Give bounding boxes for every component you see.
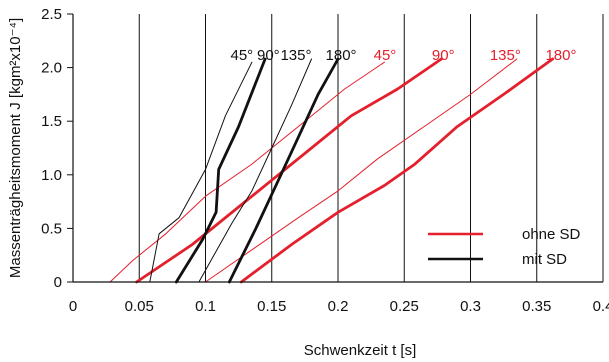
legend: ohne SD mit SD: [428, 226, 581, 268]
series-line-mit-sd-180: [227, 57, 340, 284]
x-tick-label: 0.05: [125, 298, 154, 315]
series-line-ohne-sd-45: [109, 61, 385, 283]
y-axis-label: Massenträgheitsmoment J [kgm²x10⁻⁴]: [7, 18, 24, 278]
y-tick-label: 0: [54, 274, 62, 291]
annotation-label: 180°: [326, 47, 357, 64]
series-annotations: 45° 90° 135° 180° 45° 90° 135° 180°: [231, 47, 577, 64]
x-tick-label: 0.3: [460, 298, 481, 315]
y-tick-label: 0.5: [41, 220, 62, 237]
annotation-label: 180°: [545, 47, 576, 64]
legend-label: mit SD: [522, 251, 567, 268]
x-axis-label: Schwenkzeit t [s]: [304, 342, 417, 359]
series-line-ohne-sd-180: [239, 57, 554, 284]
y-tick-label: 2.5: [41, 6, 62, 23]
x-tick-label: 0.15: [257, 298, 286, 315]
annotation-label: 90°: [257, 47, 280, 64]
y-tick-label: 2.0: [41, 60, 62, 77]
series-line-mit-sd-90: [174, 57, 267, 284]
legend-label: ohne SD: [522, 226, 581, 243]
series-line-mit-sd-45: [149, 61, 253, 283]
y-tick-label: 1.0: [41, 167, 62, 184]
annotation-label: 135°: [490, 47, 521, 64]
annotation-label: 135°: [280, 47, 311, 64]
tick-labels: 0 0.05 0.1 0.15 0.2 0.25 0.3 0.35 0.4 0 0.5 1.0 1.5 2…: [41, 6, 609, 315]
annotation-label: 45°: [374, 47, 397, 64]
series-lines: [109, 57, 554, 284]
x-tick-label: 0.25: [390, 298, 419, 315]
x-tick-label: 0.35: [522, 298, 551, 315]
x-tick-label: 0.4: [593, 298, 609, 315]
x-tick-label: 0.2: [328, 298, 349, 315]
y-tick-label: 1.5: [41, 113, 62, 130]
annotation-label: 45°: [231, 47, 254, 64]
series-line-ohne-sd-135: [205, 58, 518, 283]
x-tick-label: 0.1: [195, 298, 216, 315]
axes: [67, 13, 603, 283]
annotation-label: 90°: [432, 47, 455, 64]
x-tick-label: 0: [69, 298, 77, 315]
series-line-ohne-sd-90: [135, 57, 443, 284]
series-line-mit-sd-135: [198, 58, 312, 283]
